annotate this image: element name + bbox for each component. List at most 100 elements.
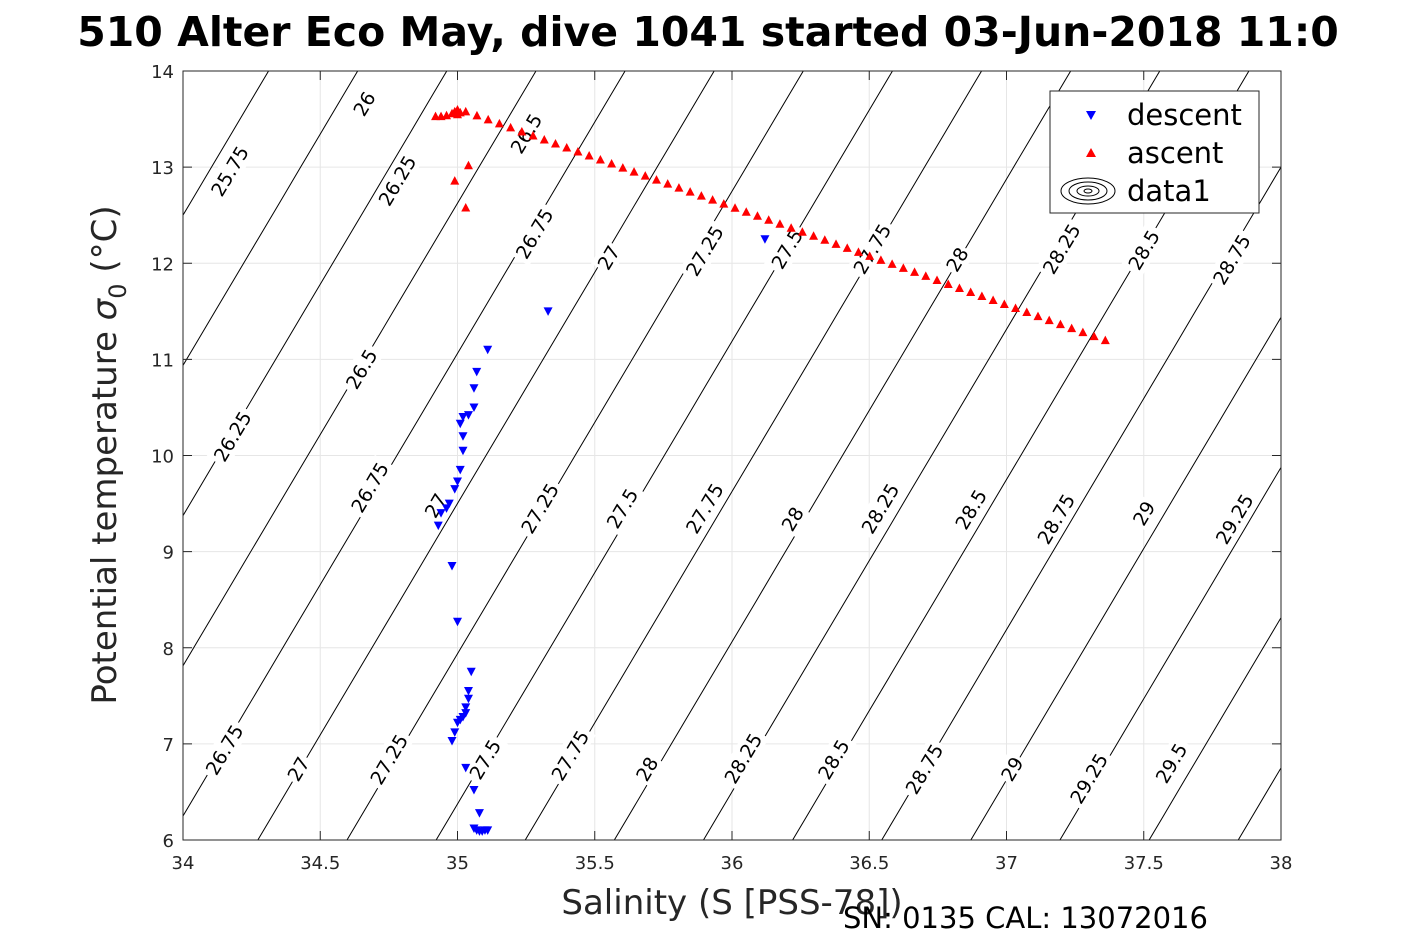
y-axis-label-unit: (°C) bbox=[85, 205, 125, 283]
descent-point bbox=[453, 617, 462, 627]
isopycnal-label-bg bbox=[1030, 486, 1082, 552]
isopycnal-label-bg bbox=[774, 500, 810, 538]
ascent-point bbox=[629, 167, 639, 176]
ascent-point bbox=[463, 160, 473, 170]
descent-point bbox=[442, 504, 452, 513]
isopycnal-line bbox=[183, 71, 537, 667]
ascent-point bbox=[651, 175, 661, 184]
ascent-point bbox=[842, 243, 852, 252]
descent-point bbox=[447, 736, 457, 746]
isopycnal-label-bg bbox=[203, 138, 256, 204]
descent-point bbox=[461, 763, 471, 773]
isopycnal-line bbox=[970, 316, 1281, 840]
descent-point bbox=[450, 485, 460, 494]
descent-point bbox=[543, 307, 553, 316]
descent-point bbox=[463, 687, 473, 696]
descent-point bbox=[469, 403, 479, 412]
y-axis-label-main: Potential temperature bbox=[85, 320, 125, 704]
isopycnal-label-bg bbox=[599, 480, 646, 537]
ascent-point bbox=[674, 183, 684, 192]
ascent-point bbox=[472, 110, 482, 120]
legend-data1-contour-icon bbox=[1060, 177, 1116, 205]
ascent-point bbox=[595, 155, 605, 164]
isopycnal-label-bg bbox=[678, 218, 731, 284]
ascent-point bbox=[539, 134, 549, 144]
isopycnal-label-bg bbox=[513, 475, 566, 541]
ascent-point bbox=[809, 231, 819, 240]
descent-point bbox=[444, 499, 454, 509]
ascent-point bbox=[921, 271, 931, 280]
descent-point bbox=[458, 432, 468, 441]
isopycnal-label-bg bbox=[544, 723, 596, 788]
y-axis-label: Potential temperature σ0 (°C) bbox=[85, 205, 132, 704]
isopycnal-label-bg bbox=[503, 105, 550, 162]
isopycnal-label-bg bbox=[198, 717, 251, 782]
legend: descent ascent data1 bbox=[1049, 90, 1260, 214]
descent-point bbox=[760, 235, 770, 244]
isopycnal-label-bg bbox=[717, 725, 769, 791]
ascent-point bbox=[618, 163, 628, 172]
y-tick-label: 8 bbox=[163, 639, 174, 660]
x-tick-label: 35.5 bbox=[575, 853, 615, 874]
legend-data1-label: data1 bbox=[1127, 174, 1211, 208]
isopycnal-label-bg bbox=[362, 726, 415, 792]
isopycnal-label-bg bbox=[1208, 486, 1261, 552]
ascent-point bbox=[764, 215, 774, 224]
isopycnal-label-bg bbox=[1126, 495, 1162, 532]
isopycnal-label-bg bbox=[898, 736, 951, 802]
legend-ascent-label: ascent bbox=[1127, 136, 1223, 170]
ascent-point bbox=[775, 219, 785, 228]
ascent-point bbox=[999, 299, 1009, 309]
descent-point bbox=[461, 703, 471, 712]
isopycnal-label-bg bbox=[846, 216, 898, 282]
isopycnal-label-bg bbox=[371, 148, 423, 213]
isopycnal-label-bg bbox=[1148, 735, 1195, 791]
ascent-point bbox=[551, 138, 561, 148]
ascent-point bbox=[506, 122, 516, 132]
ascent-point bbox=[1044, 315, 1054, 325]
ascent-point bbox=[640, 171, 650, 180]
y-axis-label-sub: 0 bbox=[104, 283, 132, 298]
ascent-point bbox=[966, 287, 976, 296]
descent-point bbox=[453, 718, 462, 728]
x-tick-label: 35 bbox=[446, 853, 469, 874]
isopycnal-line bbox=[183, 71, 359, 367]
descent-point bbox=[447, 562, 457, 571]
ascent-point bbox=[820, 235, 830, 244]
x-tick-label: 38 bbox=[1270, 853, 1293, 874]
ascent-point bbox=[797, 227, 807, 236]
isopycnal-line bbox=[1299, 23, 1417, 888]
ascent-point bbox=[528, 130, 538, 140]
y-tick-label: 14 bbox=[151, 62, 174, 83]
ascent-point bbox=[461, 202, 471, 212]
x-tick-label: 37.5 bbox=[1124, 853, 1164, 874]
ascent-point bbox=[865, 251, 875, 260]
y-tick-label: 7 bbox=[163, 735, 174, 756]
ascent-point bbox=[1078, 327, 1088, 337]
isopycnal-label-bg bbox=[343, 454, 396, 520]
descent-point bbox=[453, 477, 462, 486]
isopycnal-label-bg bbox=[1205, 227, 1258, 292]
descent-point bbox=[466, 667, 476, 677]
ascent-point bbox=[853, 247, 863, 256]
ascent-point bbox=[752, 211, 762, 220]
ascent-point bbox=[607, 159, 617, 168]
isopycnal-line bbox=[257, 71, 715, 840]
ascent-point bbox=[786, 223, 796, 232]
isopycnal-line bbox=[0, 23, 30, 888]
x-axis-label: Salinity (S [PSS-78]) bbox=[561, 883, 902, 923]
legend-descent-marker bbox=[1086, 111, 1096, 120]
isopycnal-line bbox=[183, 71, 270, 217]
ascent-point bbox=[494, 118, 504, 128]
isopycnal-label-bg bbox=[678, 475, 731, 541]
x-tick-label: 37 bbox=[995, 853, 1018, 874]
isopycnal-label-bg bbox=[461, 731, 509, 787]
y-tick-label: 12 bbox=[151, 254, 174, 275]
x-tick-label: 34.5 bbox=[300, 853, 340, 874]
ascent-point bbox=[461, 106, 471, 116]
x-tick-label: 36.5 bbox=[849, 853, 889, 874]
ascent-point bbox=[1055, 319, 1065, 329]
ascent-point bbox=[483, 114, 493, 124]
ascent-point bbox=[719, 199, 729, 208]
